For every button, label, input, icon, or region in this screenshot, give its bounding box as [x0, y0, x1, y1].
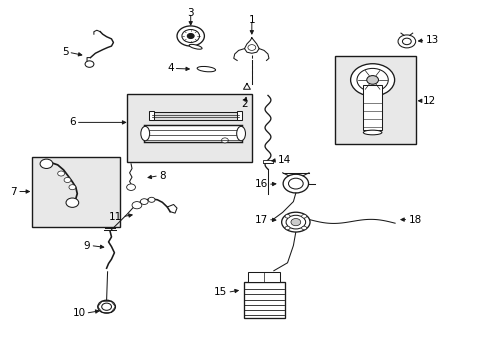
Circle shape	[397, 35, 415, 48]
Text: 8: 8	[159, 171, 165, 181]
Bar	[362, 85, 382, 130]
Circle shape	[301, 226, 306, 230]
Bar	[243, 282, 285, 318]
Circle shape	[221, 138, 228, 143]
Circle shape	[283, 174, 308, 193]
Bar	[151, 112, 238, 120]
Text: 10: 10	[72, 308, 85, 318]
Ellipse shape	[197, 67, 215, 72]
Circle shape	[285, 226, 289, 230]
Text: 1: 1	[248, 15, 255, 25]
Text: 9: 9	[83, 240, 90, 251]
Circle shape	[301, 215, 306, 218]
Circle shape	[126, 184, 135, 190]
Circle shape	[350, 64, 394, 96]
Bar	[32, 157, 120, 227]
Ellipse shape	[285, 215, 305, 229]
Bar	[127, 94, 251, 162]
Text: 14: 14	[277, 155, 290, 165]
Bar	[236, 111, 241, 120]
Circle shape	[98, 300, 115, 313]
Bar	[334, 56, 415, 144]
Ellipse shape	[189, 44, 202, 49]
Ellipse shape	[363, 130, 381, 135]
Text: 6: 6	[69, 117, 76, 127]
Ellipse shape	[281, 212, 309, 232]
Circle shape	[288, 178, 303, 189]
Text: 4: 4	[166, 63, 173, 73]
Text: 13: 13	[425, 35, 438, 45]
Ellipse shape	[236, 126, 245, 141]
Text: 18: 18	[407, 215, 421, 225]
Bar	[248, 272, 280, 282]
Circle shape	[85, 61, 94, 67]
Circle shape	[40, 159, 53, 168]
Circle shape	[182, 30, 199, 42]
Circle shape	[247, 45, 255, 50]
Ellipse shape	[141, 126, 149, 141]
Text: 5: 5	[61, 47, 68, 57]
Text: 12: 12	[422, 96, 435, 106]
Circle shape	[285, 215, 289, 218]
Circle shape	[177, 26, 204, 46]
Circle shape	[69, 185, 76, 190]
Circle shape	[102, 303, 111, 310]
Circle shape	[366, 76, 378, 84]
Bar	[144, 125, 242, 142]
Text: 11: 11	[109, 212, 122, 222]
Bar	[263, 160, 272, 163]
Circle shape	[402, 38, 410, 45]
Circle shape	[140, 199, 148, 204]
Text: 2: 2	[241, 99, 247, 109]
Circle shape	[148, 197, 155, 202]
Text: 7: 7	[10, 186, 17, 197]
Circle shape	[58, 171, 64, 176]
Text: 16: 16	[254, 179, 267, 189]
Text: 15: 15	[214, 287, 227, 297]
Bar	[149, 111, 154, 120]
Circle shape	[66, 198, 79, 207]
Circle shape	[290, 219, 300, 226]
Text: 17: 17	[254, 215, 267, 225]
Circle shape	[356, 68, 387, 91]
Circle shape	[64, 177, 71, 183]
Text: 3: 3	[187, 8, 194, 18]
Circle shape	[132, 202, 142, 209]
Circle shape	[187, 33, 194, 39]
